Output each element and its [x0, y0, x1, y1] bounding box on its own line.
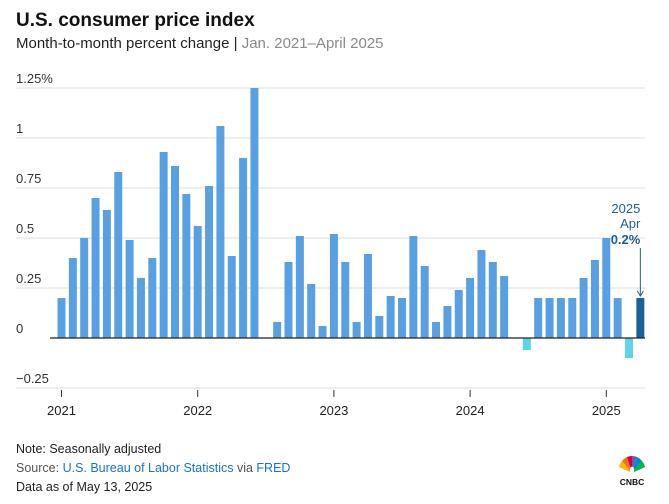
bar [114, 172, 123, 338]
y-tick-label: 1 [16, 121, 23, 136]
subtitle-separator: | [229, 35, 242, 52]
y-tick-label: 0.25 [16, 271, 41, 286]
bar [398, 298, 406, 338]
bar [409, 236, 418, 338]
bar [250, 88, 259, 338]
bar [534, 298, 543, 338]
bar [625, 338, 633, 358]
bar [556, 298, 565, 338]
bar [341, 262, 350, 338]
bar [522, 338, 531, 350]
cnbc-logo: CNBC [619, 456, 645, 487]
bar [375, 316, 384, 338]
bar [205, 186, 214, 338]
bar [80, 238, 89, 338]
bar [284, 262, 293, 338]
annotation-year: 2025 [611, 201, 640, 216]
bar [227, 256, 236, 338]
bar [579, 278, 588, 338]
bar [239, 158, 248, 338]
y-tick-label: 0 [16, 321, 23, 336]
source-fred-link[interactable]: FRED [256, 461, 291, 475]
bar [216, 126, 225, 338]
source-via: via [233, 461, 257, 475]
annotation-value: 0.2% [611, 232, 641, 247]
bar [488, 262, 497, 338]
y-tick-label: 0.75 [16, 171, 41, 186]
bar [159, 152, 168, 338]
source-prefix: Source: [16, 461, 63, 475]
chart-subtitle: Month-to-month percent change | Jan. 202… [16, 35, 383, 52]
nbc-peacock-icon [619, 456, 645, 474]
bar [420, 266, 429, 338]
bar [466, 278, 475, 338]
bar [329, 234, 338, 338]
data-date: Data as of May 13, 2025 [16, 480, 153, 494]
bar [432, 322, 441, 338]
x-tick-label: 2021 [47, 403, 76, 418]
bar [602, 238, 611, 338]
bar [386, 296, 395, 338]
x-tick-label: 2023 [319, 403, 348, 418]
bar-chart: 1.25% 1 0.75 0.5 0.25 0 −0.25 2021 2022 2023 2024 2… [16, 71, 645, 418]
bar [136, 278, 145, 338]
bar [307, 284, 316, 338]
bar [352, 322, 361, 338]
chart-title: U.S. consumer price index [16, 10, 255, 31]
x-tick-label: 2022 [183, 403, 212, 418]
bar [443, 306, 452, 338]
y-tick-label: −0.25 [16, 371, 49, 386]
bar [477, 250, 486, 338]
bar [318, 326, 327, 338]
bar [193, 226, 202, 338]
subtitle-date-range: Jan. 2021–April 2025 [241, 35, 384, 52]
source-bls-link[interactable]: U.S. Bureau of Labor Statistics [62, 461, 234, 475]
bar [295, 236, 304, 338]
bar [148, 258, 157, 338]
bar [57, 298, 66, 338]
bar [454, 290, 463, 338]
subtitle-main: Month-to-month percent change [16, 35, 230, 52]
bar [171, 166, 179, 338]
bar [68, 258, 77, 338]
bar [182, 194, 191, 338]
y-tick-label: 1.25% [16, 71, 53, 86]
y-tick-label: 0.5 [16, 221, 34, 236]
bar [545, 298, 554, 338]
cnbc-wordmark: CNBC [620, 477, 645, 487]
bar [500, 276, 509, 338]
bar [91, 198, 100, 338]
x-tick-label: 2025 [592, 403, 621, 418]
source-line: Source: U.S. Bureau of Labor Statistics … [16, 461, 290, 475]
bar [568, 298, 577, 338]
x-tick-label: 2024 [456, 403, 485, 418]
annotation-arrowhead [636, 290, 644, 297]
bar [613, 298, 622, 338]
bar [636, 298, 645, 338]
bar [102, 210, 111, 338]
bar [363, 254, 372, 338]
bar [590, 260, 599, 338]
footnote: Note: Seasonally adjusted [16, 442, 162, 456]
annotation-month: Apr [620, 216, 641, 231]
bar [125, 240, 134, 338]
bar [273, 322, 282, 338]
